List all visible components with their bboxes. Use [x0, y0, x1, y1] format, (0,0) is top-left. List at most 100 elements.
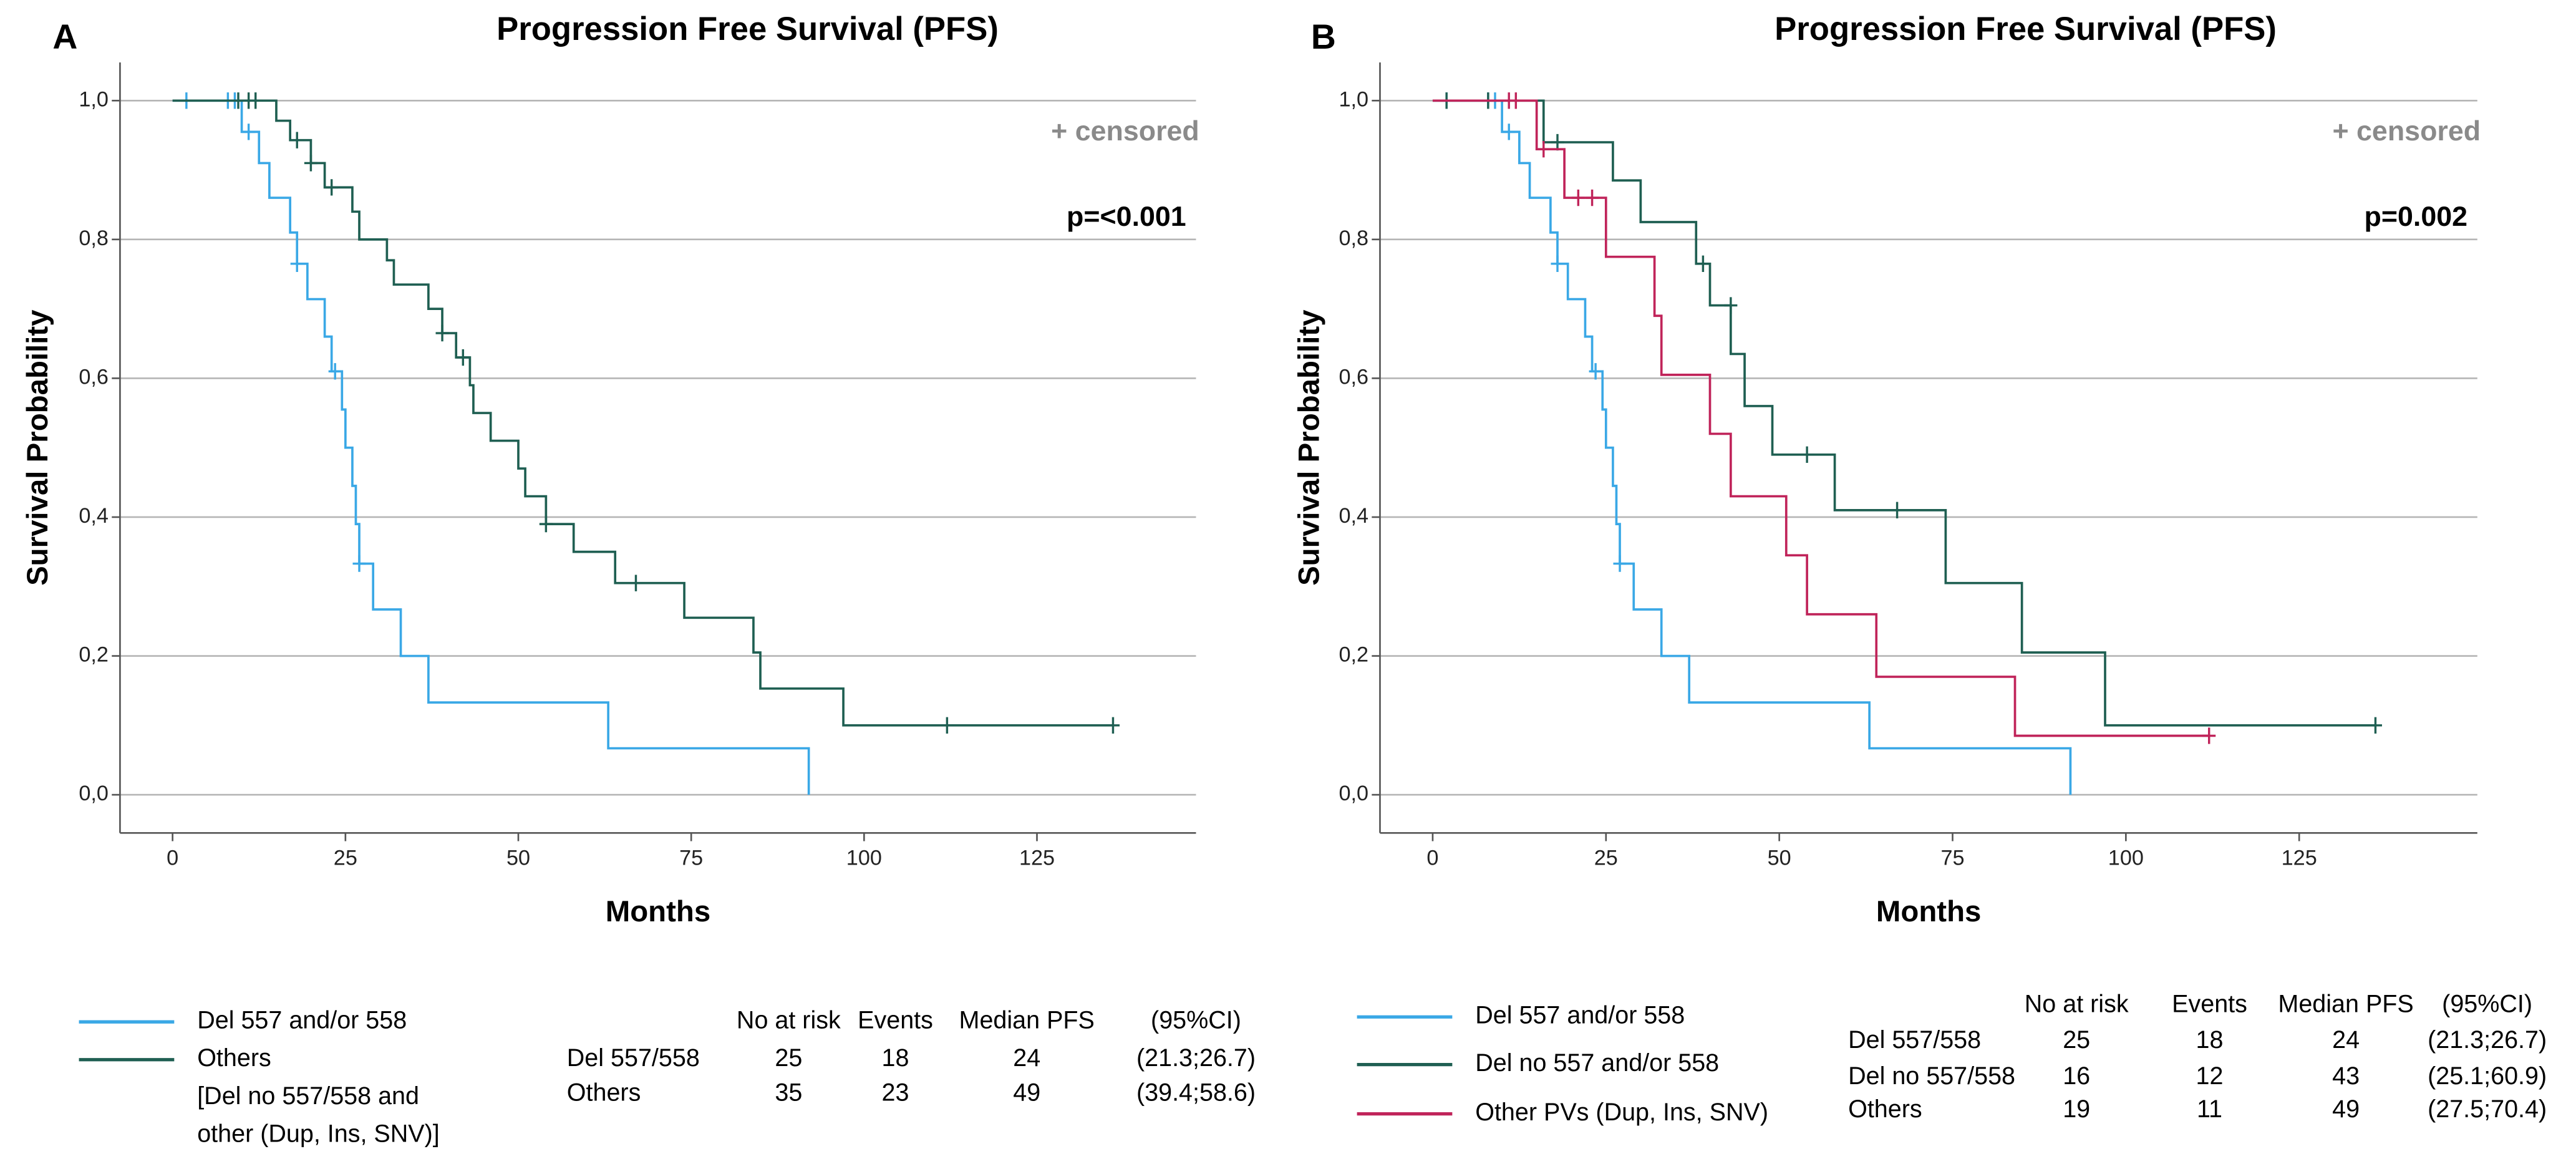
- censor-mark: [629, 575, 643, 591]
- censor-mark: [2368, 717, 2382, 734]
- censor-mark: [940, 717, 954, 734]
- censor-mark: [539, 515, 553, 533]
- censor-mark: [2202, 727, 2216, 744]
- table-header: No at risk: [737, 1007, 841, 1034]
- x-axis-title: Months: [606, 895, 710, 928]
- x-tick-label: 50: [506, 846, 530, 870]
- censor-mark: [242, 124, 256, 140]
- censor-mark: [1586, 189, 1599, 206]
- censor-mark: [1537, 141, 1551, 158]
- censor-mark: [1891, 502, 1904, 519]
- table-cell: Others: [567, 1079, 641, 1107]
- table-cell: (25.1;60.9): [2428, 1062, 2547, 1090]
- y-tick-label: 0,6: [79, 365, 109, 389]
- table-header: Median PFS: [2278, 990, 2413, 1017]
- legend-label: Del 557 and/or 558: [197, 1007, 407, 1034]
- censor-mark: [435, 324, 449, 342]
- km-curve: [1432, 99, 2072, 795]
- table-cell: 25: [775, 1044, 802, 1072]
- y-axis-title: Survival Probability: [21, 309, 54, 586]
- y-tick-label: 0,6: [1339, 365, 1368, 389]
- x-tick-label: 0: [1426, 846, 1438, 870]
- y-tick-label: 0,8: [1339, 226, 1368, 250]
- y-tick-label: 0,8: [79, 226, 109, 250]
- y-tick-label: 0,2: [79, 643, 109, 667]
- legend-label: Del no 557 and/or 558: [1475, 1049, 1719, 1077]
- censor-mark: [1724, 297, 1738, 314]
- censor-mark: [328, 363, 342, 380]
- x-tick-label: 25: [1594, 846, 1618, 870]
- table-cell: 11: [2197, 1095, 2222, 1123]
- y-axis-title: Survival Probability: [1292, 309, 1325, 586]
- km-curve: [1432, 99, 2376, 727]
- x-axis-title: Months: [1876, 895, 1981, 928]
- x-tick-label: 25: [334, 846, 357, 870]
- km-curve: [172, 99, 1113, 727]
- table-cell: 18: [882, 1044, 909, 1072]
- censor-mark: [456, 349, 470, 366]
- table-cell: 35: [775, 1079, 802, 1107]
- y-tick-label: 0,2: [1339, 643, 1368, 667]
- censored-note: + censored: [2332, 115, 2481, 147]
- panel-label: A: [52, 17, 77, 56]
- table-cell: 24: [1013, 1044, 1040, 1072]
- table-header: (95%CI): [1151, 1007, 1241, 1034]
- censored-note: + censored: [1051, 115, 1199, 147]
- y-tick-label: 0,0: [1339, 782, 1368, 805]
- legend-label: Others: [197, 1044, 271, 1072]
- censor-mark: [1800, 446, 1814, 463]
- table-cell: 16: [2063, 1062, 2090, 1090]
- table-cell: 19: [2063, 1095, 2090, 1123]
- chart-title: Progression Free Survival (PFS): [1775, 11, 2277, 47]
- x-tick-label: 50: [1768, 846, 1791, 870]
- x-tick-label: 75: [679, 846, 703, 870]
- censor-mark: [1551, 255, 1564, 272]
- table-cell: Del 557/558: [567, 1044, 700, 1072]
- chart-title: Progression Free Survival (PFS): [496, 11, 999, 47]
- censor-mark: [1613, 555, 1627, 572]
- table-header: Events: [858, 1007, 933, 1034]
- table-cell: 49: [2332, 1095, 2360, 1123]
- censor-mark: [1571, 189, 1585, 206]
- table-cell: 18: [2196, 1026, 2224, 1054]
- table-cell: (39.4;58.6): [1136, 1079, 1256, 1107]
- table-cell: 12: [2196, 1062, 2224, 1090]
- y-tick-label: 1,0: [1339, 87, 1368, 111]
- censor-mark: [352, 555, 366, 572]
- table-cell: 25: [2063, 1026, 2090, 1054]
- panel-label: B: [1311, 17, 1336, 56]
- legend-label: Del 557 and/or 558: [1475, 1002, 1685, 1029]
- censor-mark: [290, 132, 304, 148]
- censor-mark: [290, 255, 304, 272]
- table-header: Median PFS: [959, 1007, 1095, 1034]
- censor-mark: [1589, 363, 1602, 380]
- p-value: p=0.002: [2365, 201, 2468, 232]
- table-cell: (21.3;26.7): [1136, 1044, 1256, 1072]
- y-tick-label: 0,4: [1339, 504, 1368, 528]
- y-tick-label: 0,4: [79, 504, 109, 528]
- legend-label: Other PVs (Dup, Ins, SNV): [1475, 1099, 1768, 1126]
- table-header: Events: [2172, 990, 2247, 1017]
- km-curve: [1432, 99, 2209, 737]
- x-tick-label: 100: [846, 846, 882, 870]
- censor-mark: [1502, 124, 1516, 140]
- table-cell: 23: [882, 1079, 909, 1107]
- x-tick-label: 100: [2108, 846, 2144, 870]
- x-tick-label: 75: [1940, 846, 1964, 870]
- y-tick-label: 0,0: [79, 782, 109, 805]
- y-tick-label: 1,0: [79, 87, 109, 111]
- censor-mark: [249, 92, 263, 109]
- table-cell: Del 557/558: [1848, 1026, 1981, 1054]
- x-tick-label: 125: [2282, 846, 2317, 870]
- censor-mark: [325, 179, 339, 196]
- censor-mark: [1106, 717, 1120, 734]
- p-value: p=<0.001: [1067, 201, 1186, 232]
- x-tick-label: 0: [167, 846, 178, 870]
- table-cell: (21.3;26.7): [2428, 1026, 2547, 1054]
- table-header: (95%CI): [2442, 990, 2532, 1017]
- table-cell: 43: [2332, 1062, 2360, 1090]
- censor-mark: [304, 155, 317, 172]
- table-header: No at risk: [2025, 990, 2129, 1017]
